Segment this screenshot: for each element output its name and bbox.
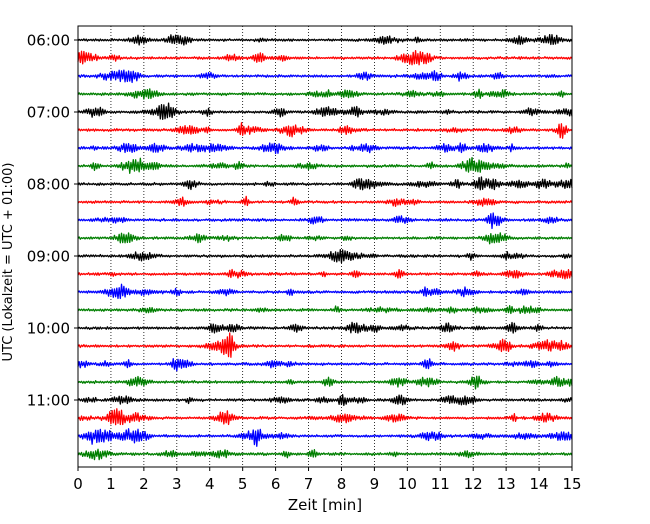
x-tick-label: 1 xyxy=(106,475,116,493)
y-axis-ticks: 06:00 07:00 08:00 09:00 10:00 11:00 xyxy=(27,32,78,410)
trace-0815 xyxy=(77,195,573,207)
x-tick-label: 7 xyxy=(304,475,314,493)
x-tick-label: 11 xyxy=(431,475,450,493)
trace-0800 xyxy=(77,176,573,191)
x-tick-label: 2 xyxy=(139,475,149,493)
trace-0730 xyxy=(77,142,573,155)
trace-0915 xyxy=(77,268,573,280)
x-tick-label: 13 xyxy=(497,475,516,493)
trace-0830 xyxy=(77,212,573,230)
trace-1130 xyxy=(77,428,573,447)
x-tick-label: 3 xyxy=(172,475,182,493)
y-axis-label: UTC (Lokalzeit = UTC + 01:00) xyxy=(1,163,16,362)
trace-1115 xyxy=(77,408,573,426)
trace-0745 xyxy=(77,156,573,174)
y-tick-label: 07:00 xyxy=(27,104,70,122)
trace-1030 xyxy=(77,358,573,372)
trace-1045 xyxy=(77,375,573,390)
y-tick-label: 10:00 xyxy=(27,320,70,338)
trace-1015 xyxy=(77,332,573,358)
y-tick-label: 06:00 xyxy=(27,32,70,50)
trace-0600 xyxy=(77,34,573,46)
trace-1000 xyxy=(77,321,573,334)
plot-frame xyxy=(77,25,573,468)
trace-0715 xyxy=(77,122,573,139)
trace-1145 xyxy=(77,448,573,461)
trace-0645 xyxy=(77,88,573,100)
trace-0900 xyxy=(77,249,573,264)
y-tick-label: 11:00 xyxy=(27,392,70,410)
x-tick-label: 12 xyxy=(464,475,483,493)
y-tick-label: 09:00 xyxy=(27,248,70,266)
x-tick-label: 10 xyxy=(398,475,417,493)
trace-0615 xyxy=(77,49,573,66)
seismic-traces xyxy=(77,34,573,461)
y-tick-label: 08:00 xyxy=(27,176,70,194)
x-axis-ticks: 0 1 2 3 4 5 6 7 8 9 10 11 12 13 14 15 xyxy=(73,467,582,493)
trace-0845 xyxy=(77,232,573,245)
trace-0945 xyxy=(77,305,573,315)
trace-0630 xyxy=(77,69,573,84)
x-tick-label: 8 xyxy=(337,475,347,493)
trace-0700 xyxy=(77,102,573,120)
trace-0930 xyxy=(77,283,573,300)
x-tick-label: 9 xyxy=(370,475,380,493)
x-tick-label: 5 xyxy=(238,475,248,493)
trace-1100 xyxy=(77,394,573,407)
x-tick-label: 15 xyxy=(562,475,581,493)
x-tick-label: 0 xyxy=(73,475,83,493)
x-tick-label: 6 xyxy=(271,475,281,493)
x-axis-label: Zeit [min] xyxy=(288,496,362,514)
x-tick-label: 4 xyxy=(205,475,215,493)
x-tick-label: 14 xyxy=(530,475,549,493)
